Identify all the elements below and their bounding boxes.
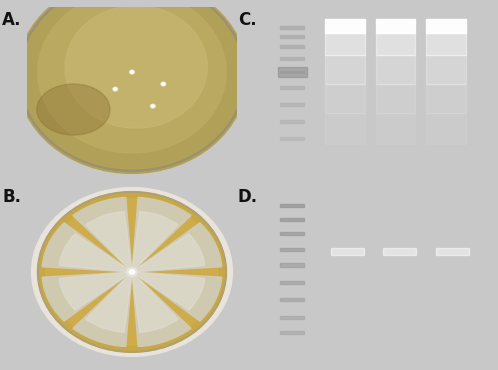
- Bar: [280, 57, 304, 60]
- Text: C.: C.: [238, 11, 256, 29]
- Bar: [426, 55, 466, 84]
- Bar: [383, 248, 416, 255]
- Bar: [280, 218, 304, 221]
- Wedge shape: [132, 272, 178, 333]
- Bar: [426, 113, 466, 144]
- Bar: [325, 33, 365, 55]
- Bar: [280, 298, 304, 301]
- Bar: [280, 45, 304, 48]
- Bar: [280, 263, 304, 266]
- Text: A.: A.: [2, 11, 22, 29]
- Bar: [280, 86, 304, 89]
- Bar: [280, 248, 304, 251]
- Ellipse shape: [38, 0, 226, 153]
- Bar: [280, 232, 304, 235]
- FancyBboxPatch shape: [432, 242, 473, 270]
- Ellipse shape: [113, 87, 118, 91]
- Bar: [375, 113, 415, 144]
- Bar: [426, 19, 466, 33]
- Wedge shape: [132, 272, 205, 310]
- Bar: [280, 281, 304, 284]
- Bar: [375, 19, 415, 33]
- Bar: [280, 120, 304, 123]
- Bar: [375, 55, 415, 84]
- Wedge shape: [73, 272, 132, 347]
- Wedge shape: [132, 272, 222, 321]
- Text: D.: D.: [238, 188, 258, 206]
- Bar: [375, 33, 415, 55]
- Ellipse shape: [114, 88, 117, 90]
- Ellipse shape: [17, 0, 247, 173]
- Bar: [426, 33, 466, 55]
- Bar: [325, 19, 365, 33]
- Ellipse shape: [129, 70, 134, 74]
- Bar: [280, 35, 304, 38]
- Ellipse shape: [161, 82, 166, 86]
- Wedge shape: [132, 211, 178, 272]
- Ellipse shape: [37, 84, 110, 135]
- Wedge shape: [42, 223, 132, 272]
- Bar: [280, 137, 304, 140]
- Bar: [278, 67, 307, 77]
- Bar: [280, 316, 304, 319]
- Ellipse shape: [38, 192, 226, 352]
- Wedge shape: [73, 197, 132, 272]
- Ellipse shape: [130, 71, 133, 73]
- Bar: [325, 55, 365, 84]
- Ellipse shape: [151, 105, 154, 107]
- Ellipse shape: [46, 199, 218, 345]
- Wedge shape: [132, 197, 191, 272]
- Ellipse shape: [31, 188, 233, 356]
- Bar: [436, 248, 469, 255]
- Bar: [325, 84, 365, 113]
- Ellipse shape: [162, 83, 165, 85]
- Wedge shape: [132, 272, 191, 347]
- Wedge shape: [42, 272, 132, 321]
- Ellipse shape: [126, 268, 137, 276]
- Ellipse shape: [150, 104, 155, 108]
- Bar: [331, 248, 364, 255]
- Wedge shape: [59, 233, 132, 272]
- Wedge shape: [86, 272, 132, 333]
- Wedge shape: [132, 233, 205, 272]
- Bar: [280, 27, 304, 29]
- Bar: [280, 71, 304, 73]
- Wedge shape: [132, 223, 222, 272]
- Bar: [426, 84, 466, 113]
- Wedge shape: [59, 272, 132, 310]
- Bar: [280, 331, 304, 334]
- Text: B.: B.: [2, 188, 21, 206]
- FancyBboxPatch shape: [379, 242, 421, 270]
- Bar: [375, 84, 415, 113]
- Bar: [325, 113, 365, 144]
- Ellipse shape: [129, 270, 134, 274]
- Bar: [280, 103, 304, 106]
- Ellipse shape: [65, 6, 207, 128]
- FancyBboxPatch shape: [326, 242, 368, 270]
- Bar: [280, 204, 304, 208]
- Wedge shape: [86, 211, 132, 272]
